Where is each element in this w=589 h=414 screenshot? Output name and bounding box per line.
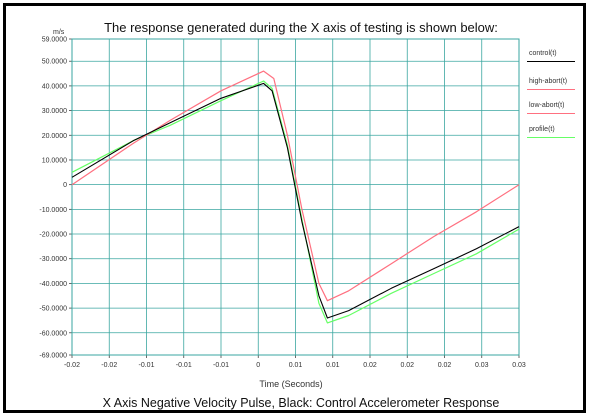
x-tick-label: 0.03 <box>475 362 489 369</box>
x-tick-label: -0.01 <box>176 362 192 369</box>
legend-swatch <box>527 113 575 114</box>
x-tick-label: 0.01 <box>326 362 340 369</box>
y-tick-label: 59.0000 <box>42 37 67 44</box>
y-tick-label: 50.0000 <box>42 59 67 66</box>
legend-swatch <box>527 61 575 62</box>
series-line-high-abortt <box>71 70 520 302</box>
legend-swatch <box>527 89 575 90</box>
x-tick-label: 0.02 <box>438 362 452 369</box>
line-chart: 59.0000 50.0000 40.0000 30.0000 20.0000 10.00… <box>39 37 526 370</box>
chart-title: The response generated during the X axis… <box>104 20 498 35</box>
y-tick-label: -50.0000 <box>39 306 67 313</box>
y-tick-label: -40.0000 <box>39 281 67 288</box>
series-line-controlt <box>71 82 520 319</box>
x-tick-label: 0.02 <box>363 362 377 369</box>
x-tick-label: -0.01 <box>213 362 229 369</box>
x-tick-label: 0.03 <box>512 362 526 369</box>
x-tick-label: -0.01 <box>139 362 155 369</box>
y-axis-unit: m/s <box>53 29 65 36</box>
x-tick-label: 0.01 <box>289 362 303 369</box>
x-tick-label: -0.02 <box>64 362 80 369</box>
y-tick-label: -60.0000 <box>39 330 67 337</box>
legend-swatch <box>527 137 575 138</box>
y-tick-label: -20.0000 <box>39 232 67 239</box>
y-tick-label: -10.0000 <box>39 207 67 214</box>
chart-frame: 59.0000 50.0000 40.0000 30.0000 20.0000 10.00… <box>3 3 586 413</box>
y-tick-label: 20.0000 <box>42 133 67 140</box>
legend-label: profile(t) <box>529 126 555 133</box>
x-tick-label: 0.02 <box>400 362 414 369</box>
plot-border <box>71 38 520 356</box>
x-tick-label: 0 <box>256 362 260 369</box>
y-tick-label: 40.0000 <box>42 83 67 90</box>
figure-caption: X Axis Negative Velocity Pulse, Black: C… <box>102 396 500 410</box>
y-tick-label: 0 <box>63 182 67 189</box>
y-tick-label: -30.0000 <box>39 256 67 263</box>
y-tick-label: 10.0000 <box>42 157 67 164</box>
legend-label: control(t) <box>529 50 557 57</box>
y-tick-label: 30.0000 <box>42 108 67 115</box>
x-axis-title: Time (Seconds) <box>259 379 323 389</box>
y-tick-label: -69.0000 <box>39 353 67 360</box>
legend-label: low-abort(t) <box>529 102 565 109</box>
legend-label: high-abort(t) <box>529 78 568 85</box>
x-tick-label: -0.02 <box>101 362 117 369</box>
